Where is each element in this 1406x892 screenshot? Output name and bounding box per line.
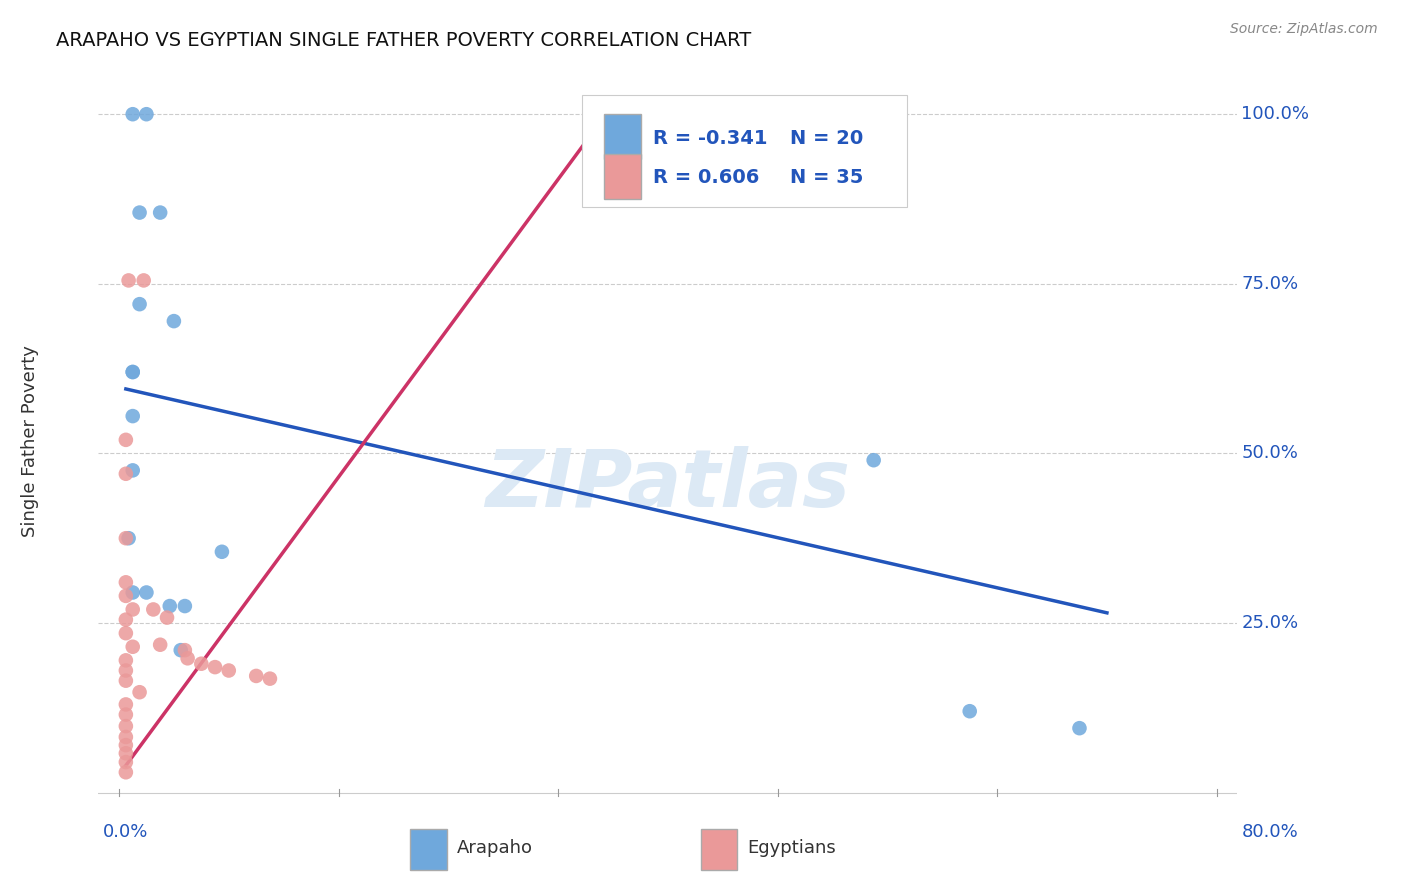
Point (115, 531, 138, 545)
Point (121, 409, 143, 423)
Point (135, 107, 157, 121)
Text: Source: ZipAtlas.com: Source: ZipAtlas.com (1230, 22, 1378, 37)
Text: 100.0%: 100.0% (1241, 105, 1309, 123)
Point (959, 704, 981, 718)
Point (204, 660, 226, 674)
Point (149, 638, 172, 652)
Point (115, 575, 138, 590)
Point (115, 433, 138, 447)
Point (128, 297, 150, 311)
Point (156, 610, 179, 624)
Point (218, 664, 240, 678)
Point (128, 685, 150, 699)
Point (117, 531, 139, 545)
Point (176, 651, 198, 665)
Point (862, 453, 884, 467)
Point (121, 365, 143, 379)
FancyBboxPatch shape (411, 829, 447, 870)
Point (115, 653, 138, 667)
Point (121, 602, 143, 616)
Point (211, 545, 233, 559)
Point (121, 107, 143, 121)
Point (115, 755, 138, 769)
Point (173, 643, 195, 657)
Point (190, 657, 212, 671)
Point (117, 273, 139, 287)
Point (595, 107, 617, 121)
Point (115, 589, 138, 603)
Point (115, 626, 138, 640)
FancyBboxPatch shape (700, 829, 737, 870)
Point (128, 205, 150, 219)
Text: R = 0.606: R = 0.606 (652, 169, 759, 187)
Text: Egyptians: Egyptians (748, 839, 837, 857)
Point (1069, 721, 1091, 735)
Point (121, 463, 143, 477)
Point (170, 643, 193, 657)
Text: Single Father Poverty: Single Father Poverty (21, 345, 39, 538)
Point (159, 599, 181, 613)
Text: N = 35: N = 35 (790, 169, 863, 187)
Point (259, 672, 281, 686)
Point (121, 640, 143, 654)
Point (245, 669, 267, 683)
Point (115, 730, 138, 744)
Text: 75.0%: 75.0% (1241, 275, 1299, 293)
Point (115, 746, 138, 760)
Point (132, 273, 155, 287)
FancyBboxPatch shape (605, 154, 641, 199)
Point (711, 107, 734, 121)
Text: Arapaho: Arapaho (457, 839, 533, 857)
Point (121, 365, 143, 379)
Point (115, 707, 138, 722)
Point (115, 765, 138, 780)
Point (115, 664, 138, 678)
Point (115, 613, 138, 627)
Text: 80.0%: 80.0% (1241, 823, 1298, 841)
Text: N = 20: N = 20 (790, 128, 863, 147)
Text: 25.0%: 25.0% (1241, 614, 1299, 632)
Text: R = -0.341: R = -0.341 (652, 128, 768, 147)
Point (135, 585, 157, 599)
Point (173, 599, 195, 613)
Point (121, 585, 143, 599)
Point (163, 314, 186, 328)
Text: 50.0%: 50.0% (1241, 444, 1298, 462)
FancyBboxPatch shape (605, 114, 641, 159)
FancyBboxPatch shape (582, 95, 907, 207)
Text: ZIPatlas: ZIPatlas (485, 446, 851, 524)
Point (149, 205, 172, 219)
Point (115, 698, 138, 712)
Point (115, 673, 138, 688)
Text: 0.0%: 0.0% (103, 823, 148, 841)
Point (115, 738, 138, 752)
Point (115, 719, 138, 733)
Point (142, 602, 165, 616)
Text: ARAPAHO VS EGYPTIAN SINGLE FATHER POVERTY CORRELATION CHART: ARAPAHO VS EGYPTIAN SINGLE FATHER POVERT… (56, 31, 751, 50)
Point (115, 467, 138, 481)
